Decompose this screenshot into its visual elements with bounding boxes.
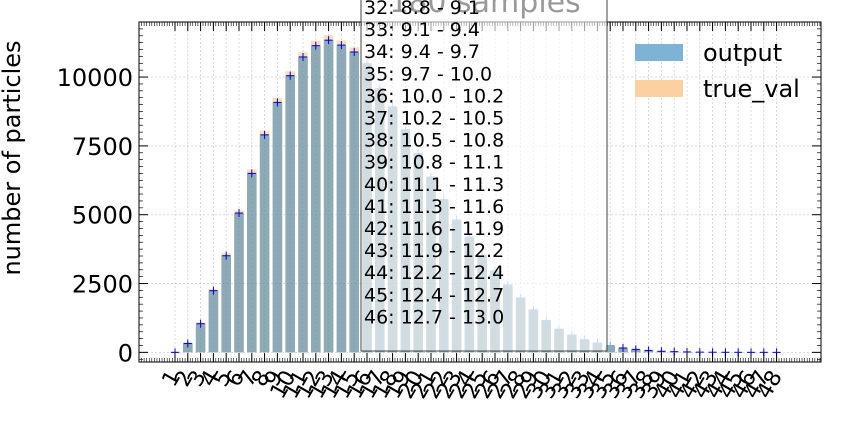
annotation-line: 38: 10.5 - 10.8 [364,130,504,152]
annotation-line: 33: 9.1 - 9.4 [364,19,480,41]
annotation-line: 39: 10.8 - 11.1 [364,152,504,174]
annotation-box: 32: 8.8 - 9.133: 9.1 - 9.434: 9.4 - 9.73… [360,0,608,352]
output-bar [247,172,257,353]
annotation-line: 46: 12.7 - 13.0 [364,306,504,328]
annotation-line: 36: 10.0 - 10.2 [364,85,504,107]
annotation-line: 43: 11.9 - 12.2 [364,240,504,262]
annotation-line: 37: 10.2 - 10.5 [364,108,504,130]
annotation-line: 40: 11.1 - 11.3 [364,174,504,196]
output-bar [323,39,334,353]
annotation-line: 32: 8.8 - 9.1 [364,0,480,19]
y-tick-label: 10000 [57,64,133,92]
output-bar [259,134,270,353]
y-tick-label: 2500 [72,271,133,299]
axis-ticks [139,21,821,362]
annotation-line: 44: 12.2 - 12.4 [364,262,504,284]
annotation-frame [360,0,608,352]
output-bar [208,290,219,353]
output-bar [221,255,231,353]
annotation-line: 34: 9.4 - 9.7 [364,41,480,63]
annotation-line: 35: 9.7 - 10.0 [364,63,492,85]
annotation-line: 45: 12.4 - 12.7 [364,284,504,306]
legend-label: true_val [703,75,800,103]
output-bar [195,323,206,353]
output-bar [183,343,193,353]
legend: output true_val [635,39,800,103]
tick-labels: 0250050007500100001234567891011121314151… [57,64,788,403]
output-bar [298,56,308,353]
y-tick-label: 7500 [72,133,133,161]
y-tick-label: 5000 [72,202,133,230]
legend-swatch [635,44,683,61]
y-axis-label: number of particles [0,40,26,275]
output-bar [234,212,244,353]
legend-label: output [703,39,782,67]
legend-swatch [635,80,683,97]
annotation-line: 41: 11.3 - 11.6 [364,196,504,218]
output-bar [349,51,359,353]
annotation-line: 42: 11.6 - 11.9 [364,218,504,240]
output-bar [272,102,283,353]
output-bar [311,45,321,353]
output-bar [336,44,347,353]
output-bar [285,75,295,353]
y-tick-label: 0 [118,339,133,367]
